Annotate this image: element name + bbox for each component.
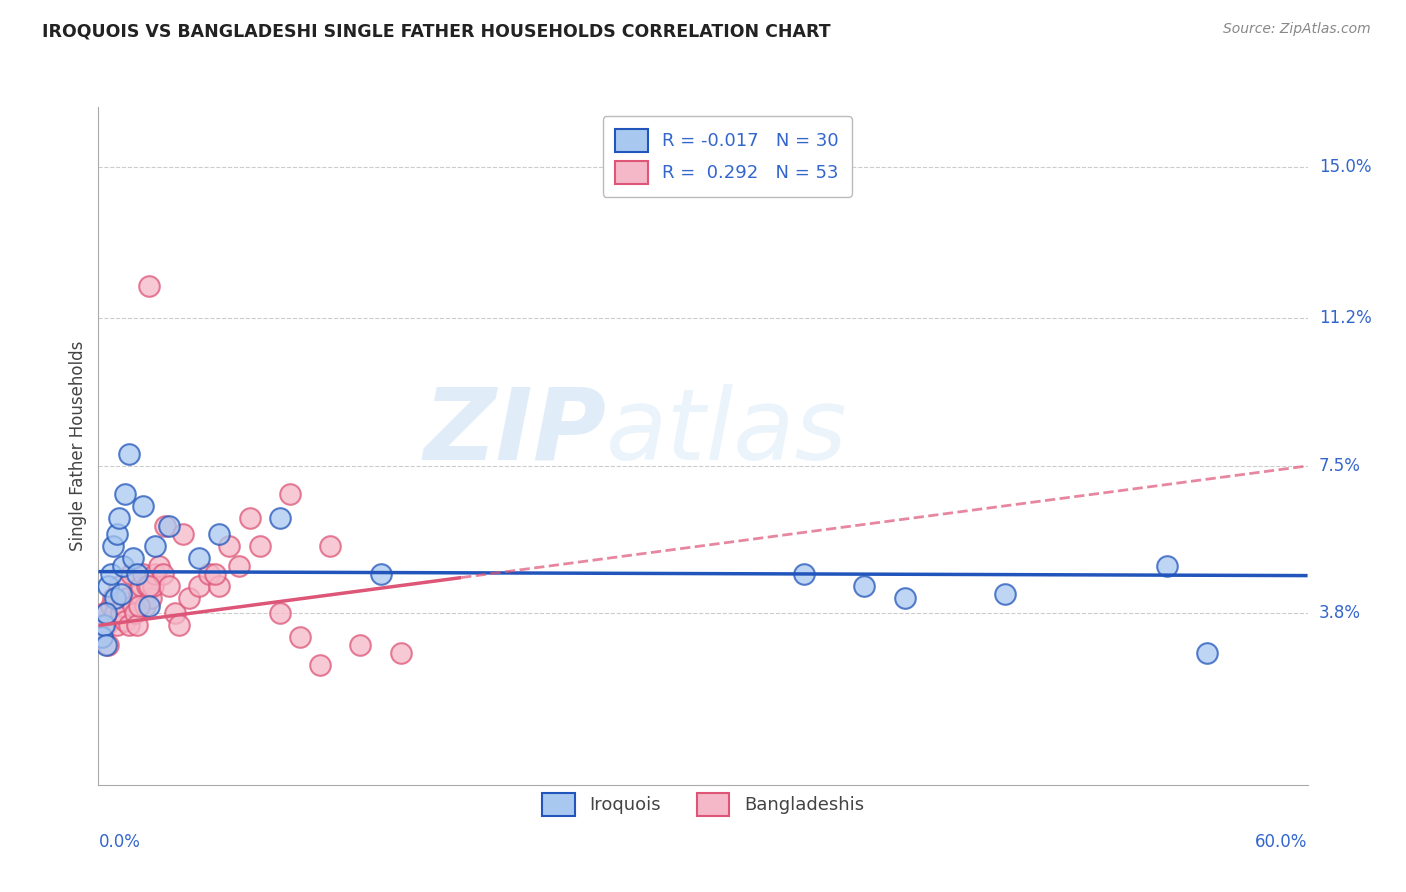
Point bbox=[138, 578, 160, 592]
Point bbox=[142, 578, 165, 592]
Point bbox=[288, 631, 311, 645]
Point bbox=[853, 578, 876, 592]
Point bbox=[96, 639, 118, 653]
Point bbox=[349, 639, 371, 653]
Point bbox=[103, 607, 125, 621]
Point bbox=[110, 586, 132, 600]
Text: 15.0%: 15.0% bbox=[1319, 158, 1371, 176]
Text: IROQUOIS VS BANGLADESHI SINGLE FATHER HOUSEHOLDS CORRELATION CHART: IROQUOIS VS BANGLADESHI SINGLE FATHER HO… bbox=[42, 22, 831, 40]
Point bbox=[1156, 558, 1178, 573]
Point bbox=[89, 618, 111, 632]
Point bbox=[188, 550, 211, 565]
Point bbox=[138, 279, 160, 293]
Point bbox=[132, 499, 155, 513]
Point bbox=[110, 607, 132, 621]
Point bbox=[97, 578, 120, 592]
Point bbox=[103, 591, 125, 605]
Point bbox=[114, 487, 136, 501]
Text: ZIP: ZIP bbox=[423, 384, 606, 481]
Point bbox=[107, 510, 129, 524]
Point bbox=[269, 607, 291, 621]
Point bbox=[208, 578, 231, 592]
Point bbox=[118, 618, 141, 632]
Point bbox=[138, 599, 160, 613]
Point bbox=[121, 599, 143, 613]
Point bbox=[91, 631, 114, 645]
Point bbox=[249, 539, 271, 553]
Point bbox=[143, 539, 166, 553]
Point bbox=[100, 599, 122, 613]
Text: 3.8%: 3.8% bbox=[1319, 605, 1361, 623]
Point bbox=[105, 618, 128, 632]
Point bbox=[1195, 646, 1218, 660]
Point bbox=[228, 558, 250, 573]
Point bbox=[96, 607, 118, 621]
Point bbox=[97, 639, 120, 653]
Point bbox=[148, 558, 170, 573]
Point bbox=[893, 591, 915, 605]
Point bbox=[319, 539, 342, 553]
Point bbox=[101, 539, 124, 553]
Point bbox=[994, 586, 1017, 600]
Point bbox=[278, 487, 301, 501]
Point bbox=[269, 510, 291, 524]
Point bbox=[121, 550, 143, 565]
Point bbox=[93, 618, 115, 632]
Legend: Iroquois, Bangladeshis: Iroquois, Bangladeshis bbox=[534, 786, 872, 823]
Point bbox=[111, 558, 134, 573]
Point bbox=[135, 578, 157, 592]
Text: 11.2%: 11.2% bbox=[1319, 310, 1371, 327]
Point bbox=[111, 599, 134, 613]
Point bbox=[208, 526, 231, 541]
Point bbox=[105, 526, 128, 541]
Point bbox=[91, 631, 114, 645]
Point bbox=[125, 566, 148, 581]
Point bbox=[128, 586, 150, 600]
Point bbox=[120, 566, 142, 581]
Point bbox=[218, 539, 240, 553]
Point bbox=[204, 566, 226, 581]
Point bbox=[96, 618, 118, 632]
Y-axis label: Single Father Households: Single Father Households bbox=[69, 341, 87, 551]
Point bbox=[370, 566, 392, 581]
Point bbox=[115, 591, 138, 605]
Point bbox=[107, 578, 129, 592]
Point bbox=[132, 566, 155, 581]
Point bbox=[93, 607, 115, 621]
Point bbox=[134, 599, 156, 613]
Point bbox=[188, 578, 211, 592]
Point bbox=[153, 518, 176, 533]
Point bbox=[124, 607, 146, 621]
Point bbox=[389, 646, 412, 660]
Point bbox=[101, 591, 124, 605]
Point bbox=[172, 526, 194, 541]
Point bbox=[157, 578, 180, 592]
Point bbox=[179, 591, 201, 605]
Point bbox=[152, 566, 174, 581]
Point bbox=[100, 566, 122, 581]
Point bbox=[157, 518, 180, 533]
Point bbox=[125, 618, 148, 632]
Point bbox=[239, 510, 262, 524]
Point bbox=[129, 578, 152, 592]
Text: 60.0%: 60.0% bbox=[1256, 833, 1308, 851]
Point bbox=[118, 447, 141, 461]
Text: atlas: atlas bbox=[606, 384, 848, 481]
Text: 7.5%: 7.5% bbox=[1319, 457, 1361, 475]
Point bbox=[139, 591, 162, 605]
Point bbox=[167, 618, 190, 632]
Text: Source: ZipAtlas.com: Source: ZipAtlas.com bbox=[1223, 22, 1371, 37]
Point bbox=[793, 566, 815, 581]
Point bbox=[198, 566, 221, 581]
Point bbox=[143, 566, 166, 581]
Text: 0.0%: 0.0% bbox=[98, 833, 141, 851]
Point bbox=[163, 607, 186, 621]
Point bbox=[309, 658, 332, 673]
Point bbox=[114, 615, 136, 629]
Point bbox=[128, 599, 150, 613]
